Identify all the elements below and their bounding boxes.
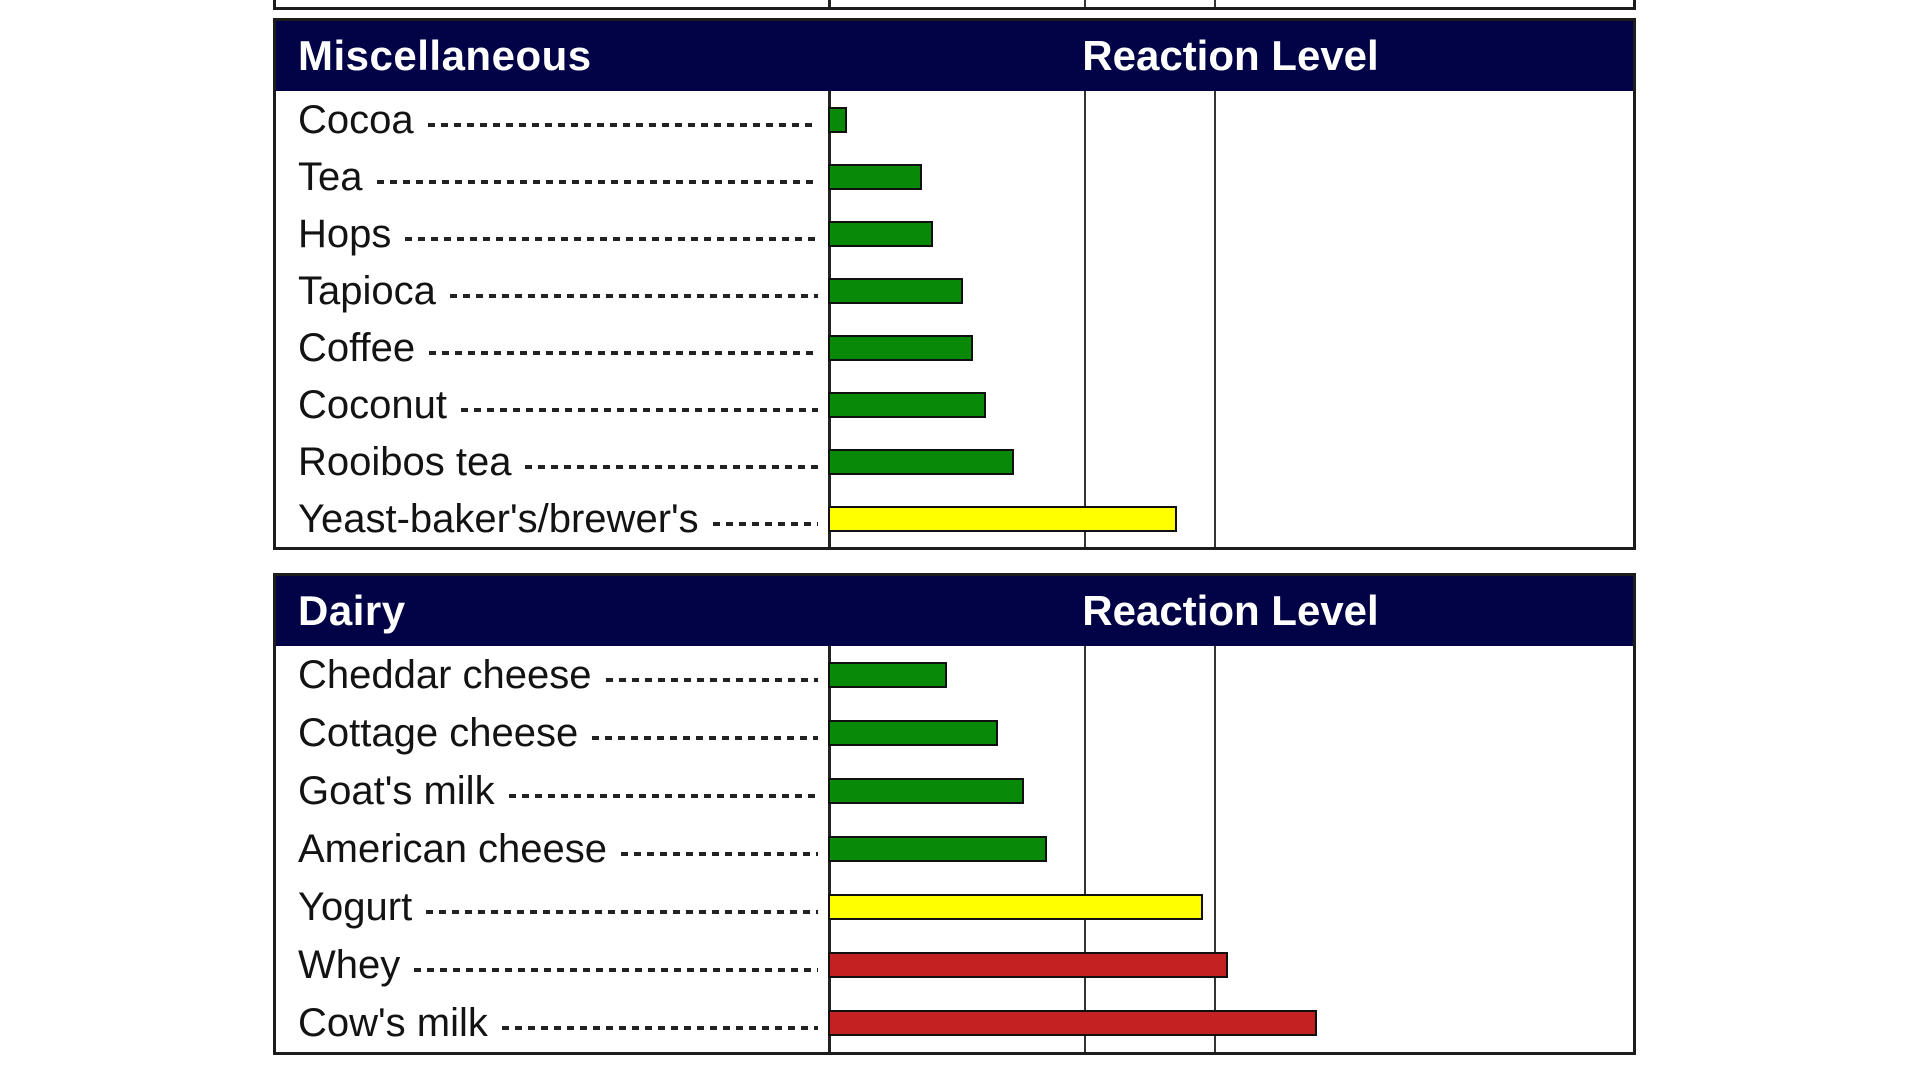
reaction-bar-green	[828, 836, 1047, 862]
row-label-wrap: Cow's milk	[276, 1003, 828, 1043]
leader-dashes	[449, 293, 818, 298]
leader-dashes	[426, 910, 818, 914]
reaction-level-header: Reaction Level	[1082, 587, 1379, 634]
dairy-chart-area: Cheddar cheese Cottage cheese Goat's milk A…	[276, 646, 1633, 1052]
food-label: Tapioca	[298, 268, 436, 313]
leader-dashes	[712, 521, 818, 526]
zone-grid-line	[1214, 646, 1216, 1052]
row-label-wrap: Yeast-baker's/brewer's	[276, 499, 828, 539]
food-label: Whey	[298, 943, 401, 987]
food-label: American cheese	[298, 827, 608, 871]
miscellaneous-header-band: Miscellaneous Reaction Level	[276, 21, 1633, 91]
food-label: Goat's milk	[298, 769, 495, 813]
reaction-bar-green	[828, 391, 986, 418]
leader-dashes	[605, 678, 818, 682]
chart-row: Whey	[276, 936, 1633, 994]
dairy-table: Dairy Reaction Level Cheddar cheese Cotta…	[273, 573, 1636, 1055]
chart-row: Coconut	[276, 376, 1633, 433]
leader-dashes	[460, 407, 818, 412]
leader-dashes	[592, 736, 818, 740]
axis-baseline	[828, 0, 831, 7]
row-label-wrap: Coconut	[276, 385, 828, 425]
chart-row: Rooibos tea	[276, 433, 1633, 490]
leader-dashes	[501, 1026, 818, 1030]
chart-row: Cheddar cheese	[276, 646, 1633, 704]
reaction-bar-green	[828, 334, 973, 361]
chart-row: American cheese	[276, 820, 1633, 878]
chart-row: Tapioca	[276, 262, 1633, 319]
row-label-wrap: Cheddar cheese	[276, 655, 828, 695]
food-label: Cocoa	[298, 97, 414, 142]
row-label-wrap: Tea	[276, 157, 828, 197]
reaction-bar-red	[828, 952, 1228, 978]
zone-grid-line	[1084, 646, 1086, 1052]
chart-row: Tea	[276, 148, 1633, 205]
row-label-wrap: Rooibos tea	[276, 442, 828, 482]
chart-row: Yeast-baker's/brewer's	[276, 490, 1633, 547]
axis-baseline	[828, 91, 831, 547]
food-label: Hops	[298, 211, 392, 256]
row-label-wrap: American cheese	[276, 829, 828, 869]
food-label: Yogurt	[298, 885, 413, 929]
row-label-wrap: Whey	[276, 945, 828, 985]
row-label-wrap: Cocoa	[276, 100, 828, 140]
food-label: Coffee	[298, 325, 416, 370]
row-label-wrap: Yogurt	[276, 887, 828, 927]
reaction-bar-green	[828, 778, 1024, 804]
row-label-wrap: Tapioca	[276, 271, 828, 311]
miscellaneous-chart-area: Cocoa Tea Hops Tapioca Coffee Coconut Rooibos …	[276, 91, 1633, 547]
leader-dashes	[376, 179, 818, 184]
previous-table-bottom-fragment	[273, 0, 1636, 10]
reaction-bar-yellow	[828, 894, 1203, 920]
row-label-wrap: Hops	[276, 214, 828, 254]
reaction-bar-green	[828, 277, 963, 304]
reaction-bar-yellow	[828, 505, 1177, 532]
zone-grid-line	[1214, 0, 1216, 7]
category-title-dairy: Dairy	[298, 587, 406, 634]
food-label: Rooibos tea	[298, 439, 512, 484]
zone-grid-line	[1214, 91, 1216, 547]
reaction-bar-red	[828, 1010, 1317, 1036]
chart-row: Cow's milk	[276, 994, 1633, 1052]
reaction-bar-green	[828, 662, 947, 688]
food-label: Cow's milk	[298, 1001, 488, 1045]
leader-dashes	[427, 122, 818, 127]
food-label: Cheddar cheese	[298, 653, 592, 697]
row-label-wrap: Goat's milk	[276, 771, 828, 811]
leader-dashes	[414, 968, 818, 972]
chart-row: Hops	[276, 205, 1633, 262]
category-title-miscellaneous: Miscellaneous	[298, 32, 592, 79]
reaction-bar-green	[828, 220, 933, 247]
row-label-wrap: Cottage cheese	[276, 713, 828, 753]
leader-dashes	[405, 236, 818, 241]
leader-dashes	[429, 350, 818, 355]
leader-dashes	[508, 794, 818, 798]
food-label: Yeast-baker's/brewer's	[298, 496, 699, 541]
chart-row: Yogurt	[276, 878, 1633, 936]
chart-row: Cottage cheese	[276, 704, 1633, 762]
food-label: Tea	[298, 154, 363, 199]
reaction-bar-green	[828, 106, 847, 133]
row-label-wrap: Coffee	[276, 328, 828, 368]
chart-row: Coffee	[276, 319, 1633, 376]
food-label: Coconut	[298, 382, 447, 427]
food-label: Cottage cheese	[298, 711, 579, 755]
reaction-level-header: Reaction Level	[1082, 32, 1379, 79]
dairy-header-band: Dairy Reaction Level	[276, 576, 1633, 646]
leader-dashes	[525, 464, 818, 469]
zone-grid-line	[1084, 91, 1086, 547]
zone-grid-line	[1084, 0, 1086, 7]
chart-row: Goat's milk	[276, 762, 1633, 820]
reaction-bar-green	[828, 163, 922, 190]
miscellaneous-table: Miscellaneous Reaction Level Cocoa Tea Hop…	[273, 18, 1636, 550]
reaction-bar-green	[828, 720, 998, 746]
chart-row: Cocoa	[276, 91, 1633, 148]
leader-dashes	[621, 852, 818, 856]
reaction-bar-green	[828, 448, 1014, 475]
